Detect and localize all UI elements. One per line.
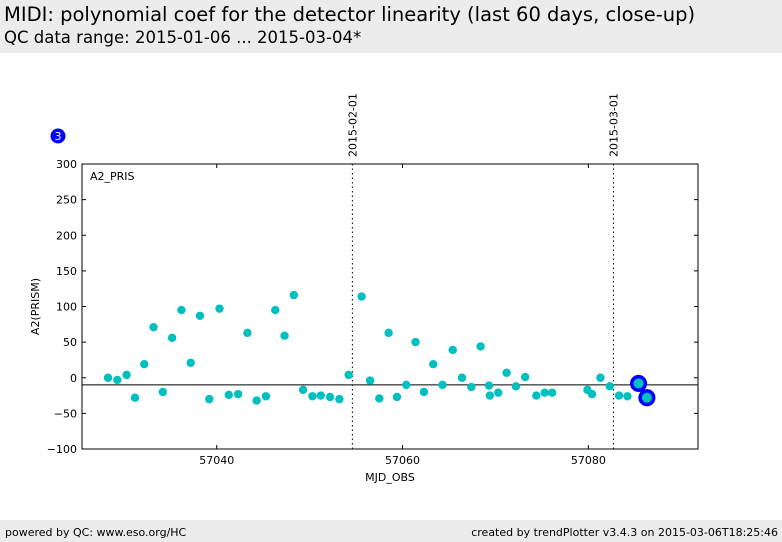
y-axis-label: A2(PRISM) xyxy=(29,278,42,335)
plot-frame xyxy=(81,163,699,450)
y-tick-label: −50 xyxy=(54,407,77,420)
data-point xyxy=(316,391,325,400)
data-point xyxy=(122,370,131,380)
data-point xyxy=(476,342,485,351)
data-point xyxy=(467,382,476,392)
data-point xyxy=(177,305,186,315)
data-point xyxy=(271,305,280,315)
data-point xyxy=(113,375,122,385)
data-point xyxy=(614,391,624,400)
data-point xyxy=(520,372,530,382)
data-point xyxy=(494,388,503,397)
data-point xyxy=(130,393,140,402)
data-point xyxy=(448,345,457,355)
data-point xyxy=(402,380,411,390)
data-point xyxy=(484,381,494,390)
data-point xyxy=(457,373,467,382)
date-marker-label: 2015-03-01 xyxy=(607,93,620,157)
data-point xyxy=(596,373,605,382)
panel-label: A2_PRIS xyxy=(90,170,135,183)
data-point xyxy=(375,394,384,403)
data-point xyxy=(308,392,317,401)
data-point xyxy=(540,388,549,397)
data-point xyxy=(252,396,261,405)
page-subtitle: QC data range: 2015-01-06 ... 2015-03-04… xyxy=(4,28,362,47)
x-tick-label: 57040 xyxy=(199,454,234,467)
highlighted-point xyxy=(638,389,656,407)
data-point xyxy=(429,360,438,369)
data-point xyxy=(215,304,224,313)
data-point xyxy=(587,389,597,399)
y-tick-label: 200 xyxy=(56,229,77,242)
data-point xyxy=(547,388,557,397)
data-point xyxy=(623,392,632,401)
data-point xyxy=(289,290,299,300)
data-point xyxy=(243,328,252,338)
y-tick-label: 0 xyxy=(70,372,77,385)
data-point xyxy=(335,394,344,404)
data-point xyxy=(502,368,511,377)
data-point xyxy=(344,370,353,380)
data-point xyxy=(167,333,177,343)
y-tick-label: 150 xyxy=(56,265,77,278)
data-point xyxy=(392,392,402,402)
data-point xyxy=(532,391,541,400)
footer-bar: powered by QC: www.eso.org/HC created by… xyxy=(0,520,782,542)
data-point xyxy=(233,389,243,399)
footer-credit: powered by QC: www.eso.org/HC xyxy=(5,526,187,539)
data-point xyxy=(605,382,614,391)
footer-generator: created by trendPlotter v3.4.3 on 2015-0… xyxy=(471,526,778,539)
y-tick-label: 300 xyxy=(56,158,77,171)
x-tick-label: 57060 xyxy=(385,454,420,467)
count-badge xyxy=(50,128,66,144)
data-point xyxy=(261,392,271,401)
data-point xyxy=(205,394,214,404)
data-point xyxy=(195,311,205,320)
data-point xyxy=(384,328,393,338)
data-point xyxy=(485,391,495,400)
data-point xyxy=(325,392,335,402)
data-point xyxy=(186,358,195,367)
y-tick-label: −100 xyxy=(47,443,77,456)
data-point xyxy=(511,382,521,391)
count-badge-label: 3 xyxy=(55,130,62,143)
data-point xyxy=(357,292,366,301)
data-point xyxy=(140,360,149,369)
date-marker-label: 2015-02-01 xyxy=(346,93,359,157)
data-point xyxy=(224,390,233,400)
x-tick-label: 57080 xyxy=(571,454,606,467)
y-tick-label: 100 xyxy=(56,301,77,314)
y-tick-label: 50 xyxy=(63,336,77,349)
data-point xyxy=(158,387,168,397)
data-point xyxy=(149,322,158,332)
data-point xyxy=(438,380,447,390)
data-point xyxy=(419,387,429,397)
data-point xyxy=(411,337,420,347)
header-bar: MIDI: polynomial coef for the detector l… xyxy=(0,0,782,53)
x-axis-label: MJD_OBS xyxy=(365,471,415,484)
highlighted-point xyxy=(629,374,648,393)
data-point xyxy=(103,373,113,382)
data-point xyxy=(280,331,289,340)
data-point xyxy=(298,385,308,395)
y-tick-label: 250 xyxy=(56,194,77,207)
page-title: MIDI: polynomial coef for the detector l… xyxy=(4,3,696,26)
data-point xyxy=(365,376,375,385)
